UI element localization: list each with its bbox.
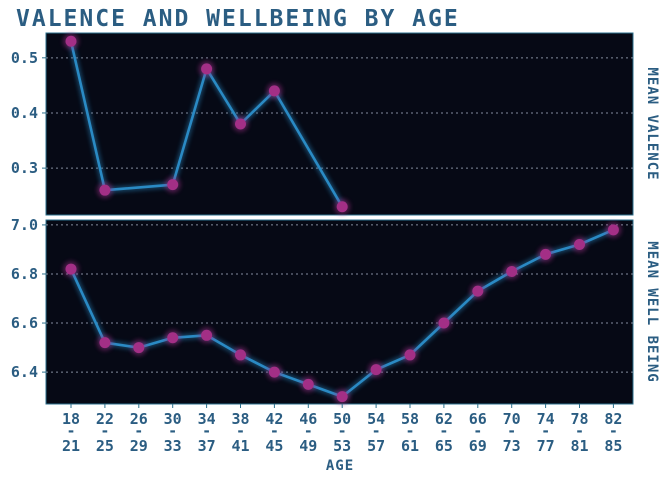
data-point	[133, 342, 145, 354]
data-point	[167, 179, 179, 191]
x-tick-label: 50 -53	[333, 410, 351, 455]
valence-panel: 0.3 0.4 0.5 MEAN VALENCE	[11, 32, 660, 216]
x-tick-label: 82 -85	[604, 410, 622, 455]
data-point	[65, 263, 77, 275]
wellbeing-panel: 6.4 6.6 6.8 7.0 MEAN WELL BEING	[11, 216, 660, 405]
data-point	[370, 364, 382, 376]
x-tick-label: 66 -69	[469, 410, 487, 455]
y-tick-label: 0.3	[11, 159, 38, 177]
data-point	[268, 366, 280, 378]
x-tick-label: 30 -33	[164, 410, 182, 455]
data-point	[336, 201, 348, 213]
data-point	[201, 329, 213, 341]
x-tick-label: 74 -77	[537, 410, 555, 455]
y-tick-label: 0.5	[11, 49, 38, 67]
data-point	[235, 118, 246, 130]
x-tick-label: 42 -45	[265, 410, 283, 455]
y-tick-label: 6.6	[11, 314, 38, 332]
data-point	[99, 184, 111, 196]
x-axis: 18 -21 22 -25 26 -29 30 -33 34 -37 38 -41 42 -45 46 -49…	[62, 404, 622, 474]
data-point	[302, 378, 314, 390]
y-tick-label: 7.0	[11, 216, 38, 234]
x-tick-label: 38 -41	[231, 410, 249, 455]
x-tick-label: 58 -61	[401, 410, 419, 455]
data-point	[472, 285, 484, 297]
y-axis-label: MEAN VALENCE	[644, 67, 660, 180]
data-point	[268, 85, 280, 97]
x-tick-label: 70 -73	[503, 410, 521, 455]
data-point	[404, 349, 416, 361]
x-tick-label: 46 -49	[299, 410, 317, 455]
x-tick-label: 54 -57	[367, 410, 385, 455]
data-point	[99, 337, 111, 349]
data-point	[336, 391, 348, 403]
data-point	[235, 349, 246, 361]
data-point	[167, 332, 179, 344]
data-point	[438, 317, 450, 329]
data-point	[201, 63, 213, 75]
data-point	[65, 35, 77, 47]
x-tick-label: 78 -81	[570, 410, 588, 455]
x-tick-label: 62 -65	[435, 410, 453, 455]
y-axis-label: MEAN WELL BEING	[644, 241, 660, 382]
x-tick-label: 34 -37	[198, 410, 216, 455]
data-point	[607, 224, 619, 236]
x-tick-label: 26 -29	[130, 410, 148, 455]
data-point	[574, 239, 585, 251]
x-tick-label: 22 -25	[96, 410, 114, 455]
y-tick-label: 6.4	[11, 363, 38, 381]
x-tick-label: 18 -21	[62, 410, 80, 455]
y-tick-label: 0.4	[11, 104, 38, 122]
x-axis-label: AGE	[326, 458, 354, 474]
plot-area	[45, 219, 634, 405]
data-point	[506, 266, 518, 278]
chart-title: VALENCE AND WELLBEING BY AGE	[16, 6, 460, 32]
y-tick-label: 6.8	[11, 265, 38, 283]
data-point	[540, 248, 552, 260]
